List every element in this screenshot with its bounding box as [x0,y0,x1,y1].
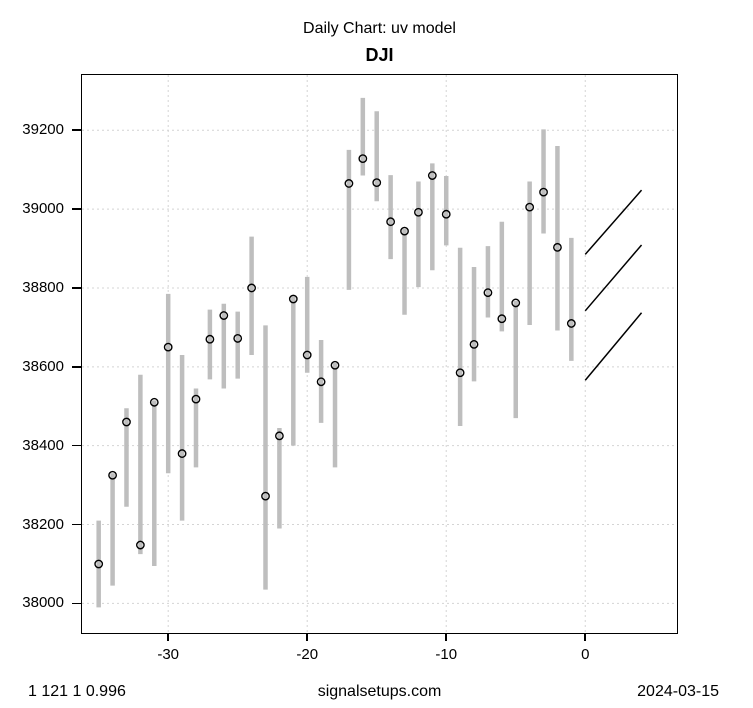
y-tick-label: 38800 [22,278,64,296]
close-marker [553,242,562,252]
close-marker [372,178,382,188]
close-marker [358,154,368,164]
close-marker [539,187,548,197]
y-tick-label: 38200 [22,515,64,533]
y-axis-tick [72,444,82,447]
footer-date: 2024-03-15 [637,683,719,700]
footer-model-stats: 1 121 1 0.996 [28,683,126,700]
y-axis-tick [72,366,82,368]
close-marker [455,368,465,378]
close-marker [386,217,396,227]
y-axis-tick [72,129,82,131]
close-marker [247,283,257,293]
close-marker [275,431,284,441]
close-marker [427,171,437,180]
close-marker [122,417,131,427]
close-marker [414,207,423,217]
close-marker [135,540,145,550]
close-marker [483,288,493,298]
close-marker [205,334,215,344]
close-marker [441,209,451,219]
chart-title: DJI [365,45,394,65]
y-axis-tick [72,602,82,605]
close-marker [566,319,576,328]
close-marker [288,294,298,304]
x-axis-tick [445,633,447,641]
close-marker [177,449,187,458]
close-marker [108,470,117,480]
close-marker [149,397,159,407]
x-tick-label: -10 [435,646,458,663]
x-axis-tick [167,633,169,641]
y-axis-tick [72,208,82,210]
forecast-line [584,244,643,312]
forecast-line [584,312,643,381]
y-axis-tick [72,287,82,289]
y-tick-label: 39000 [22,200,64,218]
close-marker [400,226,409,236]
close-marker [330,360,340,370]
forecast-line [584,189,643,255]
y-tick-label: 38400 [22,436,64,454]
close-marker [219,311,229,320]
plot-box [80,73,678,634]
x-tick-label: -30 [157,646,180,663]
y-tick-label: 38000 [22,594,64,612]
x-axis-tick [584,633,586,641]
close-marker [344,179,354,188]
close-marker [94,559,104,569]
x-tick-label: 0 [581,646,590,663]
close-marker [316,377,326,387]
y-axis-tick [72,523,82,526]
close-marker [511,298,521,308]
close-marker [191,394,201,404]
footer-website: signalsetups.com [317,683,442,700]
plot-area [82,75,677,633]
close-marker [497,314,507,324]
close-marker [163,342,173,352]
close-marker [261,491,270,501]
x-axis-tick [306,633,308,641]
x-tick-label: -20 [296,646,319,663]
y-tick-label: 38600 [22,357,64,375]
close-marker [469,339,479,349]
close-marker [233,334,243,343]
close-marker [525,202,535,212]
chart-subtitle: Daily Chart: uv model [303,20,456,37]
y-tick-label: 39200 [22,121,64,139]
close-marker [302,350,312,360]
